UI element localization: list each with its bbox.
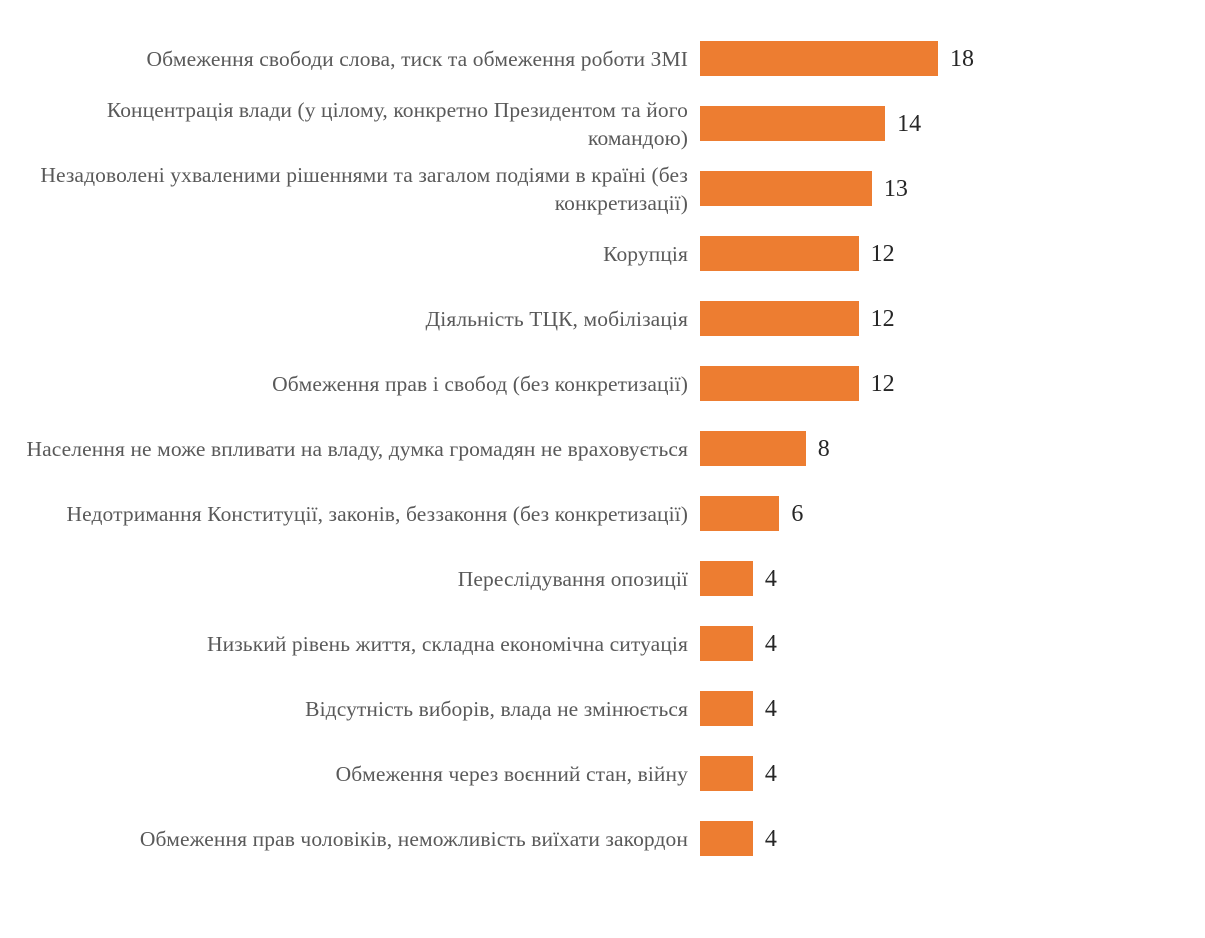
bar[interactable]	[700, 431, 806, 466]
bar-row: Корупція 12	[0, 221, 1205, 286]
bar[interactable]	[700, 41, 938, 76]
bar-track: 4	[700, 741, 777, 806]
category-label: Населення не може впливати на владу, дум…	[8, 416, 688, 481]
category-label: Недотримання Конституції, законів, безза…	[8, 481, 688, 546]
bar-row: Недотримання Конституції, законів, безза…	[0, 481, 1205, 546]
category-label-text: Концентрація влади (у цілому, конкретно …	[106, 97, 688, 150]
category-label-text: Низький рівень життя, складна економічна…	[206, 631, 688, 656]
bar-value-label: 12	[870, 370, 895, 397]
bar-row: Обмеження прав чоловіків, неможливість в…	[0, 806, 1205, 871]
bar-row: Обмеження через воєнний стан, війну 4	[0, 741, 1205, 806]
bar-row: Переслідування опозиції 4	[0, 546, 1205, 611]
bar[interactable]	[700, 626, 753, 661]
bar-track: 4	[700, 611, 777, 676]
bar[interactable]	[700, 821, 753, 856]
bar-track: 4	[700, 806, 777, 871]
bar-row: Відсутність виборів, влада не змінюється…	[0, 676, 1205, 741]
bar-track: 12	[700, 221, 895, 286]
bar-row: Концентрація влади (у цілому, конкретно …	[0, 91, 1205, 156]
category-label-text: Переслідування опозиції	[457, 566, 688, 591]
bar[interactable]	[700, 171, 872, 206]
bar-track: 4	[700, 676, 777, 741]
bar-row: Обмеження прав і свобод (без конкретизац…	[0, 351, 1205, 416]
bar-value-label: 4	[764, 825, 777, 852]
bar-value-label: 12	[870, 305, 895, 332]
bar-row: Населення не може впливати на владу, дум…	[0, 416, 1205, 481]
bar[interactable]	[700, 561, 753, 596]
bar-track: 4	[700, 546, 777, 611]
bar-row: Незадоволені ухваленими рішеннями та заг…	[0, 156, 1205, 221]
bar[interactable]	[700, 106, 886, 141]
category-label: Концентрація влади (у цілому, конкретно …	[8, 91, 688, 156]
bar-value-label: 8	[817, 435, 830, 462]
category-label: Незадоволені ухваленими рішеннями та заг…	[8, 156, 688, 221]
bar-value-label: 13	[883, 175, 908, 202]
category-label-text: Обмеження через воєнний стан, війну	[335, 761, 688, 786]
bar-track: 6	[700, 481, 803, 546]
bar-track: 13	[700, 156, 908, 221]
bar-row: Діяльність ТЦК, мобілізація 12	[0, 286, 1205, 351]
bar[interactable]	[700, 496, 780, 531]
category-label: Обмеження через воєнний стан, війну	[8, 741, 688, 806]
category-label: Обмеження прав чоловіків, неможливість в…	[8, 806, 688, 871]
bar-track: 18	[700, 26, 974, 91]
category-label: Обмеження прав і свобод (без конкретизац…	[8, 351, 688, 416]
bar-value-label: 12	[870, 240, 895, 267]
bar-value-label: 14	[897, 110, 922, 137]
bar-value-label: 4	[764, 695, 777, 722]
category-label: Переслідування опозиції	[8, 546, 688, 611]
category-label: Діяльність ТЦК, мобілізація	[8, 286, 688, 351]
category-label: Відсутність виборів, влада не змінюється	[8, 676, 688, 741]
category-label: Корупція	[8, 221, 688, 286]
bar[interactable]	[700, 236, 859, 271]
category-label-text: Населення не може впливати на владу, дум…	[26, 436, 688, 461]
category-label-text: Обмеження прав і свобод (без конкретизац…	[272, 371, 688, 396]
bar-row: Низький рівень життя, складна економічна…	[0, 611, 1205, 676]
category-label-text: Корупція	[603, 241, 688, 266]
bar-track: 8	[700, 416, 830, 481]
category-label-text: Обмеження прав чоловіків, неможливість в…	[139, 826, 688, 851]
bar-track: 14	[700, 91, 921, 156]
category-label-text: Відсутність виборів, влада не змінюється	[305, 696, 688, 721]
bar-value-label: 4	[764, 565, 777, 592]
category-label-text: Діяльність ТЦК, мобілізація	[425, 306, 688, 331]
bar-value-label: 6	[791, 500, 804, 527]
category-label-text: Обмеження свободи слова, тиск та обмежен…	[146, 46, 688, 71]
bar-value-label: 4	[764, 630, 777, 657]
bar[interactable]	[700, 756, 753, 791]
category-label: Обмеження свободи слова, тиск та обмежен…	[8, 26, 688, 91]
category-label: Низький рівень життя, складна економічна…	[8, 611, 688, 676]
bar-row: Обмеження свободи слова, тиск та обмежен…	[0, 26, 1205, 91]
bar-value-label: 18	[950, 45, 974, 72]
bar-track: 12	[700, 286, 895, 351]
category-label-text: Незадоволені ухваленими рішеннями та заг…	[40, 162, 688, 215]
bar-value-label: 4	[764, 760, 777, 787]
bar[interactable]	[700, 301, 859, 336]
bar-track: 12	[700, 351, 895, 416]
bar[interactable]	[700, 691, 753, 726]
category-label-text: Недотримання Конституції, законів, безза…	[66, 501, 688, 526]
bar[interactable]	[700, 366, 859, 401]
